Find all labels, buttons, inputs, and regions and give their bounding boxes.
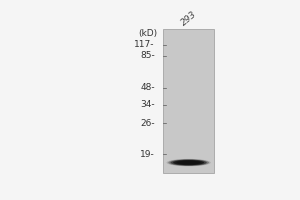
Text: 26-: 26- (140, 119, 155, 128)
Text: (kD): (kD) (138, 29, 157, 38)
Ellipse shape (170, 160, 207, 166)
Ellipse shape (173, 160, 204, 165)
Text: 293: 293 (179, 10, 198, 28)
Ellipse shape (168, 159, 209, 166)
Text: 34-: 34- (140, 100, 155, 109)
Ellipse shape (167, 159, 211, 166)
Text: 48-: 48- (140, 83, 155, 92)
Text: 85-: 85- (140, 51, 155, 60)
Text: 117-: 117- (134, 40, 155, 49)
Bar (163, 29, 214, 173)
Ellipse shape (176, 161, 201, 165)
Text: 19-: 19- (140, 150, 155, 159)
